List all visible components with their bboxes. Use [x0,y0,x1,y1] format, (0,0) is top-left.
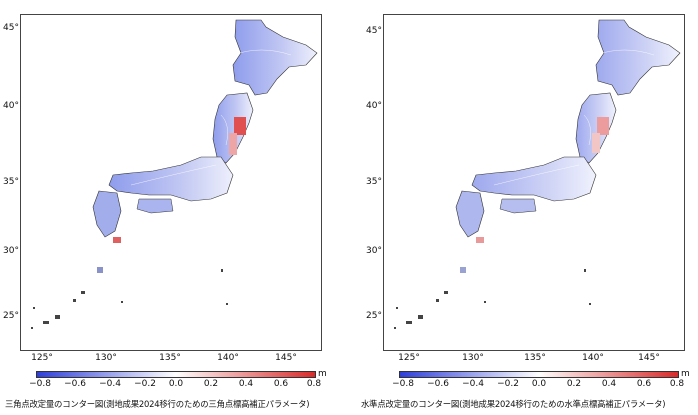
lat-tick-label: 45° [3,23,19,33]
colorbar-tick: −0.2 [134,379,156,389]
lat-tick-label: 30° [3,246,19,256]
colorbar-tick: 0.0 [531,379,547,389]
lon-tick-label: 130° [462,353,484,363]
figure-panel-left: 45° 40° 35° 30° 25° 125° 130° 135° 140° … [3,14,327,409]
lon-tick-label: 140° [217,353,239,363]
honshu-region [471,156,597,202]
tohoku-region [212,92,254,164]
colorbar-tick: −0.6 [64,379,86,389]
lat-tick-label: 45° [366,26,382,36]
figure-panel-right: 45° 40° 35° 30° 25° 125° 130° 135° 140° … [349,0,698,415]
colorbar-tick: 0.2 [203,379,219,389]
figure-caption: 水準点改定量のコンター図(測地成果2024移行のための水準点標高補正パラメータ) [361,399,666,409]
lat-tick-label: 25° [366,311,382,321]
colorbar-tick: −0.8 [29,379,51,389]
colorbar-tick: 0.8 [306,379,322,389]
colorbar-tick: 0.2 [566,379,582,389]
kyushu-region [92,190,122,238]
colorbar-gradient [36,371,316,378]
colorbar: m −0.8 −0.6 −0.4 −0.2 0.0 0.2 0.4 0.6 0.… [392,369,690,395]
colorbar-gradient [399,371,679,378]
colorbar-unit: m [681,369,690,379]
shikoku-region [499,198,537,214]
lon-tick-label: 130° [95,353,117,363]
colorbar-tick: 0.8 [669,379,685,389]
colorbar: m −0.8 −0.6 −0.4 −0.2 0.0 0.2 0.4 0.6 0.… [29,369,327,395]
lon-tick-label: 140° [582,353,604,363]
lon-tick-label: 135° [524,353,546,363]
lat-tick-label: 25° [3,311,19,321]
honshu-region [108,156,234,202]
positive-anomaly-patch [597,117,609,135]
map-frame [383,14,685,351]
lon-tick-label: 125° [31,353,53,363]
kyushu-region [455,190,485,238]
lon-tick-label: 125° [398,353,420,363]
lat-tick-label: 40° [3,101,19,111]
hokkaido-region [232,19,318,96]
colorbar-tick: −0.6 [427,379,449,389]
japan-contour-map [31,19,318,329]
ryukyu-islands [31,267,228,329]
colorbar-tick: 0.0 [168,379,184,389]
colorbar-tick: 0.6 [273,379,289,389]
positive-anomaly-patch [234,117,246,135]
lon-tick-label: 145° [275,353,297,363]
colorbar-tick: 0.4 [601,379,617,389]
colorbar-tick: 0.4 [238,379,254,389]
colorbar-unit: m [318,369,327,379]
japan-contour-map [394,19,681,329]
colorbar-tick: 0.6 [636,379,652,389]
lat-tick-label: 30° [366,246,382,256]
figure-caption: 三角点改定量のコンター図(測地成果2024移行のための三角点標高補正パラメータ) [5,399,310,409]
lon-tick-label: 135° [159,353,181,363]
lat-tick-label: 35° [366,177,382,187]
colorbar-tick: −0.4 [462,379,484,389]
map-frame [20,14,322,351]
colorbar-tick: −0.8 [392,379,414,389]
shikoku-region [136,198,174,214]
lat-tick-label: 35° [3,177,19,187]
lon-tick-label: 145° [638,353,660,363]
colorbar-tick: −0.2 [497,379,519,389]
hokkaido-region [595,19,681,96]
colorbar-tick: −0.4 [99,379,121,389]
tohoku-region [575,92,617,164]
ryukyu-islands [394,267,591,329]
lat-tick-label: 40° [366,101,382,111]
